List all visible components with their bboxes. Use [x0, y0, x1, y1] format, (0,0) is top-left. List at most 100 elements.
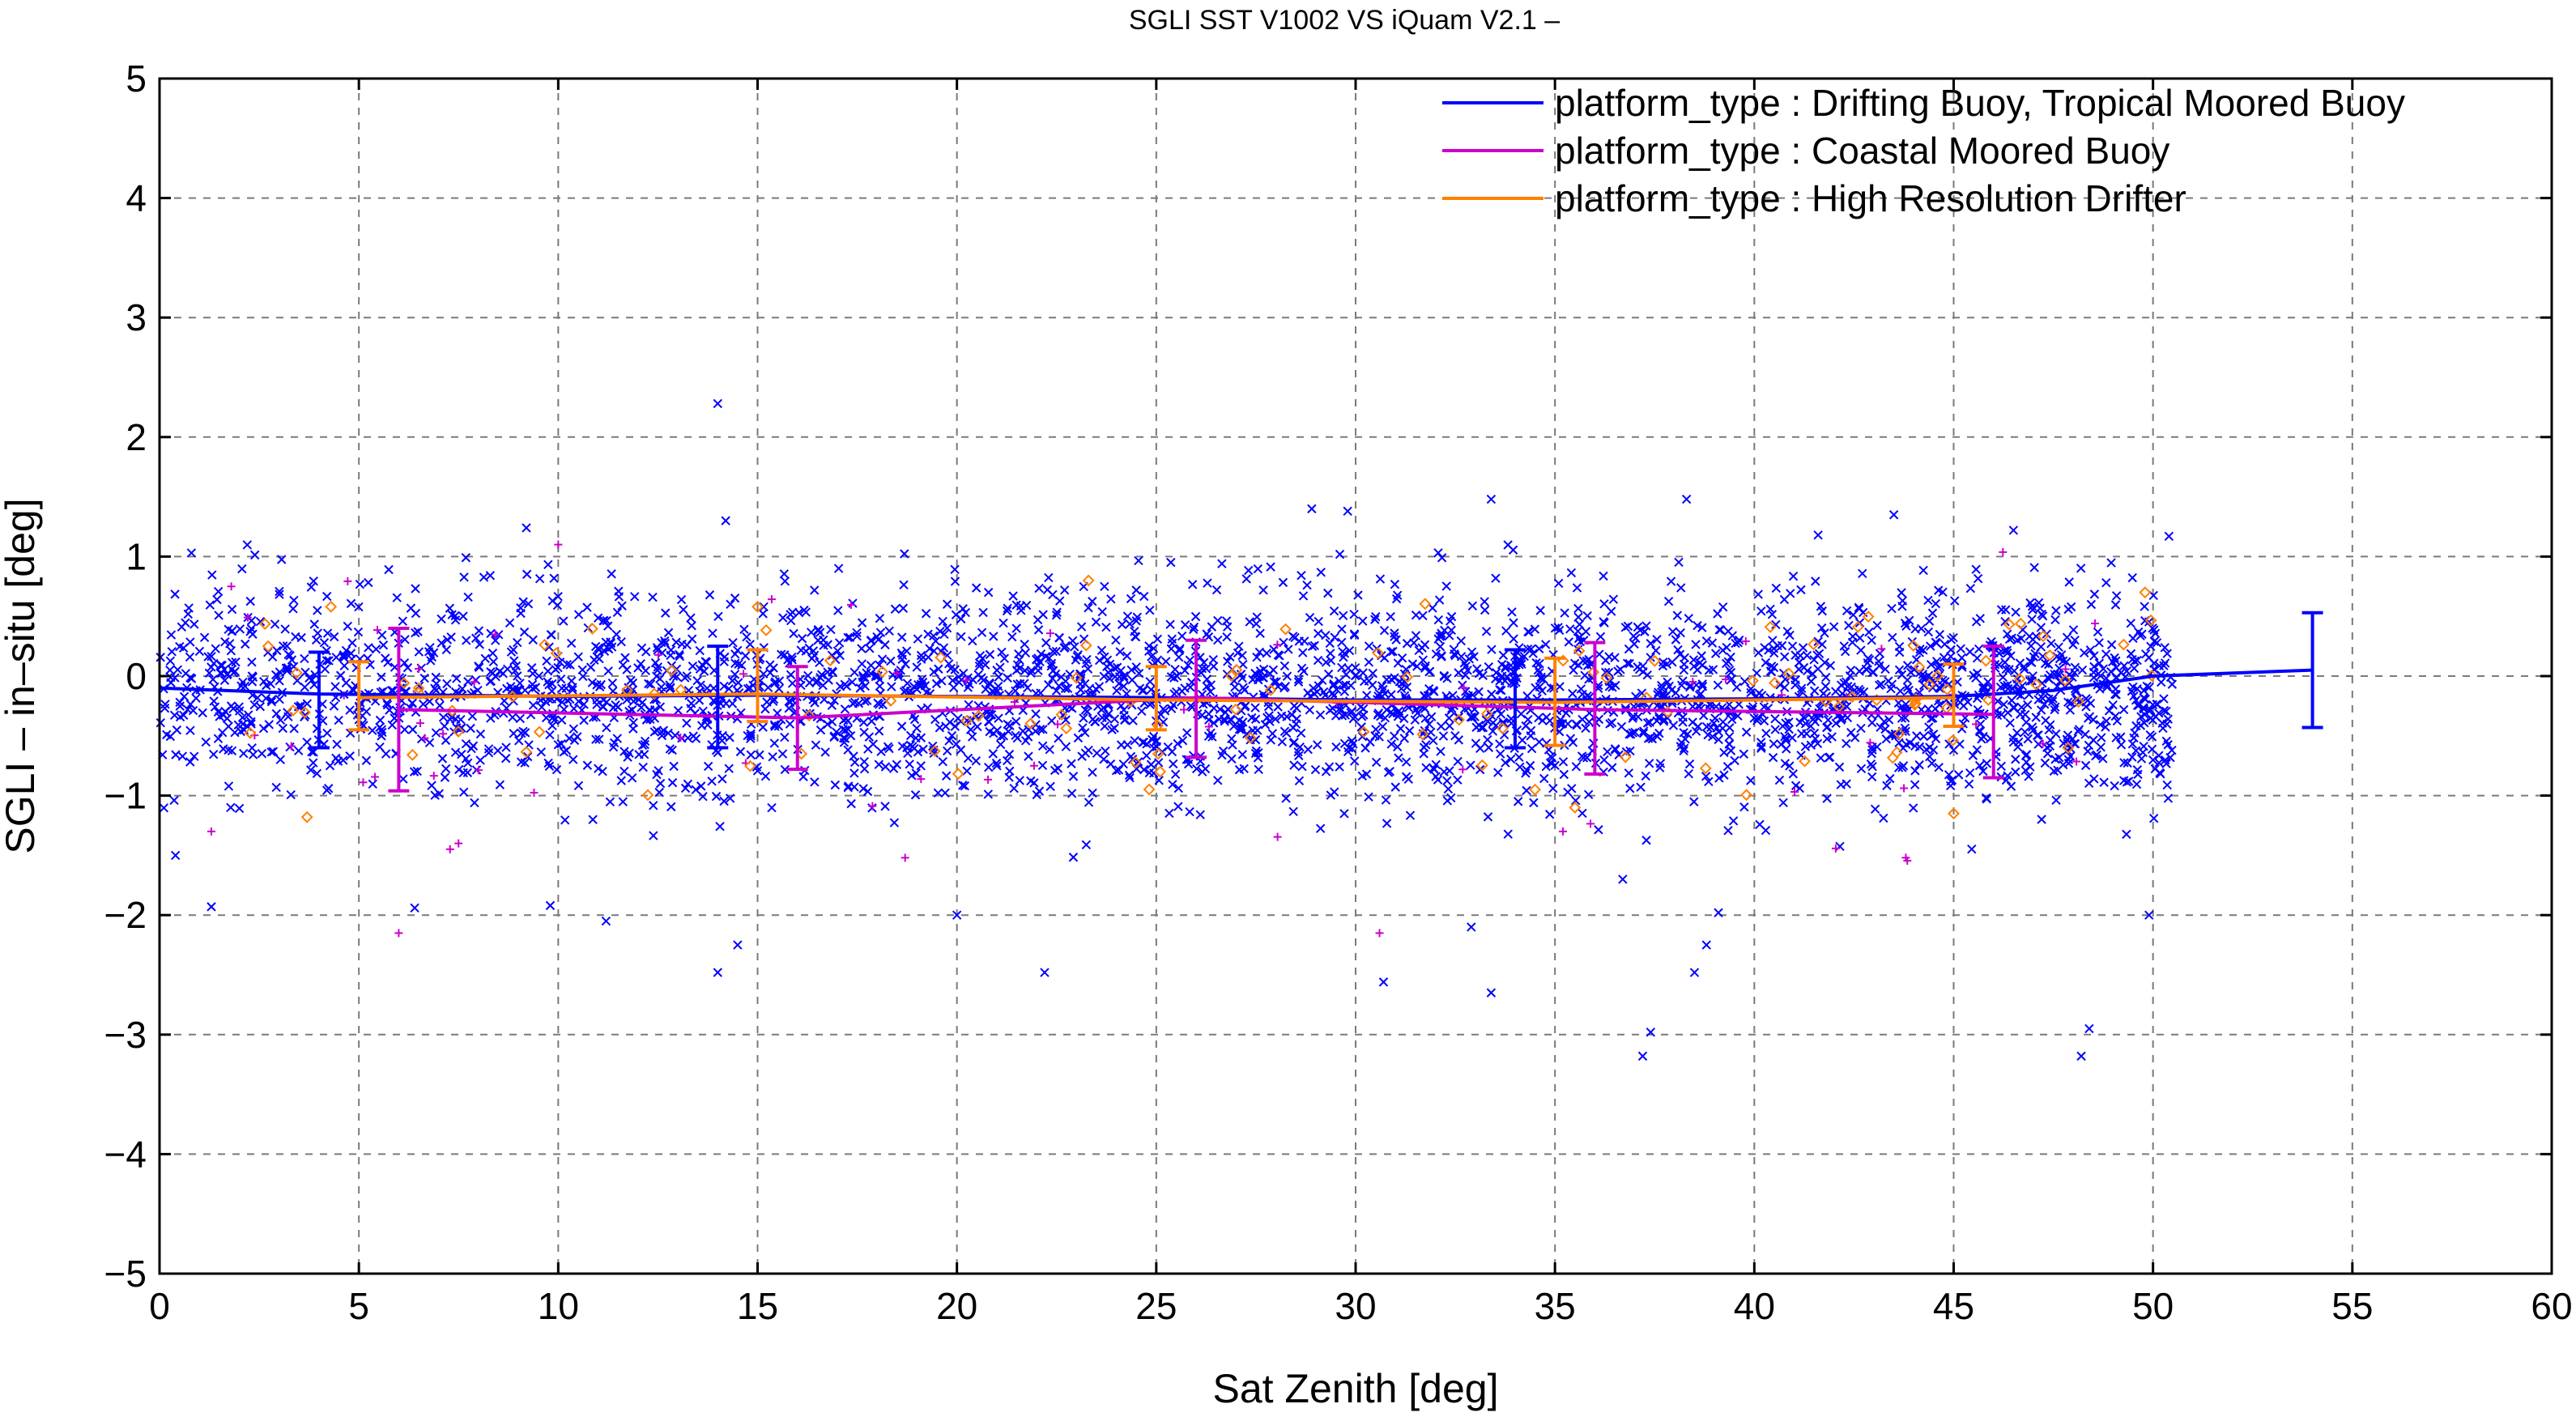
data-point: [1330, 632, 1339, 642]
data-point: [694, 696, 705, 705]
data-point: [2068, 625, 2079, 635]
data-point: [1923, 704, 1933, 714]
data-point: [500, 696, 509, 706]
data-point: [1390, 782, 1400, 792]
data-point: [1501, 758, 1510, 768]
data-point: [590, 655, 599, 665]
data-point: [1238, 659, 1248, 670]
data-point: [940, 788, 950, 798]
data-point: [1982, 759, 1992, 768]
data-point: [1643, 734, 1654, 743]
data-point: [1273, 702, 1283, 712]
data-point: [1948, 632, 1958, 643]
data-point: [666, 645, 676, 655]
data-point: [435, 700, 445, 711]
data-point: [745, 640, 755, 649]
data-point: [1800, 742, 1811, 751]
data-point: [285, 742, 295, 752]
data-point: [1048, 666, 1058, 675]
data-point: [724, 684, 734, 694]
data-point: [508, 713, 517, 722]
data-point: [1583, 789, 1594, 800]
data-point: [804, 643, 815, 653]
data-point: [2132, 684, 2142, 694]
data-point: [760, 771, 771, 781]
y-tick-label: 1: [126, 535, 147, 577]
y-tick-label: 0: [126, 655, 147, 697]
data-point: [189, 619, 199, 629]
data-point: [1045, 745, 1054, 755]
data-point: [1294, 776, 1305, 785]
data-point: [727, 676, 738, 686]
data-point: [947, 730, 957, 741]
data-point: [1964, 779, 1974, 789]
data-point: [1173, 738, 1182, 749]
data-point: [1329, 679, 1339, 689]
data-point: [324, 656, 334, 666]
data-point: [2036, 705, 2046, 715]
data-point: [1091, 617, 1101, 627]
data-point: [1534, 737, 1544, 747]
data-point: [345, 751, 355, 761]
data-point: [426, 656, 436, 666]
data-point: [1118, 681, 1129, 691]
data-point: [1802, 650, 1812, 661]
data-point: [244, 710, 253, 720]
data-point: [1790, 781, 1801, 790]
data-point: [2077, 665, 2088, 675]
data-point: [1377, 681, 1387, 691]
data-point: [1535, 658, 1544, 669]
data-point: [1495, 685, 1505, 695]
data-point: [382, 700, 393, 710]
data-point: [526, 663, 537, 673]
data-point: [857, 644, 866, 653]
data-point: [2007, 633, 2016, 643]
data-point: [1094, 655, 1105, 666]
data-point: [440, 721, 449, 731]
data-point: [996, 731, 1007, 742]
data-point: [165, 731, 176, 742]
data-point: [2020, 727, 2030, 737]
data-point: [1145, 606, 1155, 615]
data-point: [1313, 655, 1323, 666]
data-point: [347, 638, 357, 648]
data-point: [1137, 706, 1147, 716]
data-point: [1813, 636, 1823, 646]
data-point: [1343, 663, 1353, 673]
data-point: [1126, 594, 1136, 604]
data-point: [909, 714, 920, 725]
data-point: [1725, 723, 1735, 733]
data-point: [331, 653, 341, 662]
data-point: [1125, 772, 1135, 783]
data-point: [1358, 668, 1368, 678]
data-point: [1779, 594, 1790, 605]
data-point: [1540, 640, 1551, 649]
data-point: [1974, 760, 1985, 771]
data-point: [547, 679, 557, 689]
data-point: [1337, 624, 1347, 634]
data-point: [556, 715, 567, 725]
data-point: [377, 630, 387, 640]
data-point: [1496, 709, 1506, 719]
data-point: [654, 766, 663, 776]
data-point: [786, 615, 796, 626]
data-point: [1295, 742, 1305, 752]
data-point: [1134, 668, 1144, 679]
data-point: [1559, 769, 1569, 780]
data-point: [1633, 622, 1643, 632]
data-point: [1975, 719, 1986, 730]
data-point: [2139, 686, 2149, 696]
data-point: [1900, 618, 1910, 628]
data-point: [204, 668, 215, 678]
data-point: [1935, 662, 1945, 672]
data-point: [338, 650, 349, 660]
data-point: [1068, 853, 1079, 862]
data-point: [594, 734, 604, 744]
data-point: [743, 683, 753, 694]
data-point: [1500, 676, 1510, 686]
data-point: [406, 603, 416, 613]
data-point: [1739, 802, 1749, 812]
data-point: [682, 718, 692, 728]
data-point: [1026, 668, 1036, 679]
